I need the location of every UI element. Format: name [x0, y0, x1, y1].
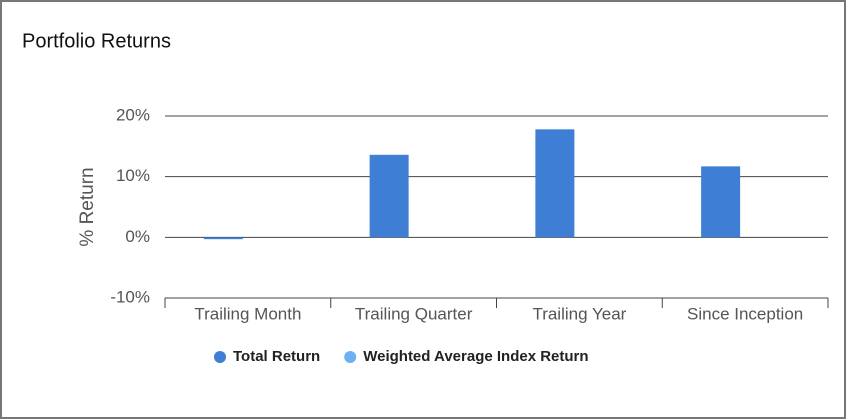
x-tick-label: Since Inception [687, 304, 803, 323]
legend-label: Weighted Average Index Return [363, 348, 588, 365]
x-tick-label: Trailing Quarter [355, 304, 473, 323]
y-tick-label: 20% [116, 105, 150, 124]
x-tick-label: Trailing Year [532, 304, 626, 323]
bar [535, 129, 575, 238]
legend-label: Total Return [233, 348, 320, 365]
legend-swatch [344, 351, 357, 363]
y-tick-label: 0% [125, 227, 150, 246]
legend-swatch [214, 351, 226, 363]
bar [203, 237, 243, 240]
y-axis-label: % Return [77, 167, 98, 246]
x-tick-label: Trailing Month [194, 304, 301, 323]
y-tick-label: 10% [116, 166, 150, 185]
bar [369, 154, 409, 238]
bar [701, 166, 741, 238]
chart-title: Portfolio Returns [22, 30, 171, 52]
y-tick-label: -10% [110, 287, 150, 306]
